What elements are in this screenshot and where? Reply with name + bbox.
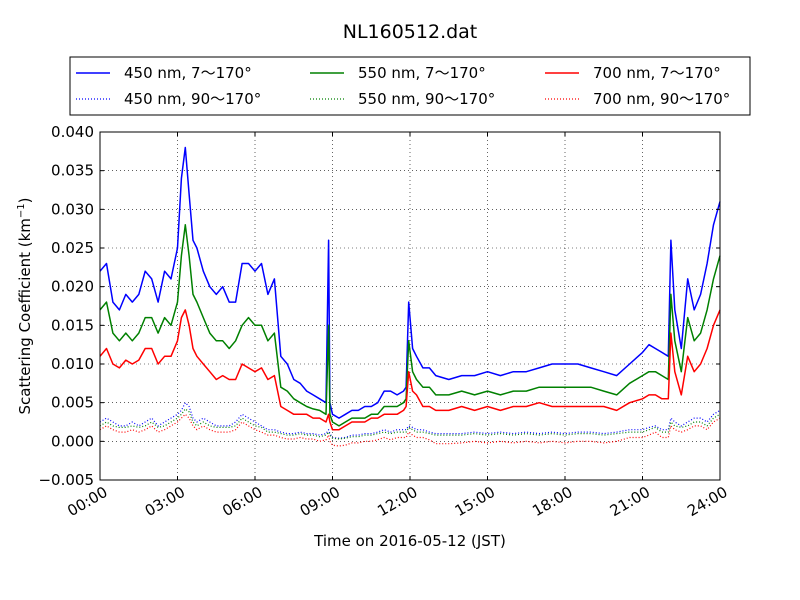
legend-box — [69, 56, 751, 116]
legend-label: 700 nm, 90～170° — [593, 90, 730, 108]
y-tick-label: 0.030 — [51, 200, 94, 218]
series-line-5 — [99, 413, 721, 447]
y-tick-label: 0.040 — [51, 123, 94, 141]
series-line-1 — [99, 402, 721, 439]
y-axis-title-main: Scattering Coefficient (km — [16, 218, 34, 414]
legend-label: 550 nm, 90～170° — [358, 90, 495, 108]
grid — [100, 132, 720, 480]
y-tick-label: 0.015 — [51, 316, 94, 334]
y-axis-title-end: ) — [16, 197, 34, 203]
y-tick-label: 0.025 — [51, 239, 94, 257]
y-axis-title: Scattering Coefficient (km−1) — [16, 197, 34, 414]
legend-label: 550 nm, 7～170° — [358, 64, 486, 82]
y-tick-label: 0.000 — [51, 432, 94, 450]
chart-title: NL160512.dat — [343, 21, 478, 43]
y-tick-label: 0.035 — [51, 162, 94, 180]
y-tick-label: −0.005 — [38, 471, 94, 489]
series-layer — [99, 146, 721, 447]
y-axis-title-superscript: −1 — [16, 203, 27, 218]
series-line-3 — [99, 408, 721, 440]
legend: 450 nm, 7～170° 550 nm, 7～170° 700 nm, 7～17… — [76, 64, 730, 108]
series-line-4 — [99, 309, 721, 431]
legend-label: 450 nm, 7～170° — [124, 64, 252, 82]
legend-label: 700 nm, 7～170° — [593, 64, 721, 82]
series-line-2 — [99, 224, 721, 427]
series-line-0 — [99, 146, 721, 419]
y-tick-label: 0.005 — [51, 394, 94, 412]
legend-label: 450 nm, 90～170° — [124, 90, 261, 108]
y-tick-label: 0.020 — [51, 278, 94, 296]
y-tick-label: 0.010 — [51, 355, 94, 373]
x-axis-title: Time on 2016-05-12 (JST) — [313, 532, 506, 550]
